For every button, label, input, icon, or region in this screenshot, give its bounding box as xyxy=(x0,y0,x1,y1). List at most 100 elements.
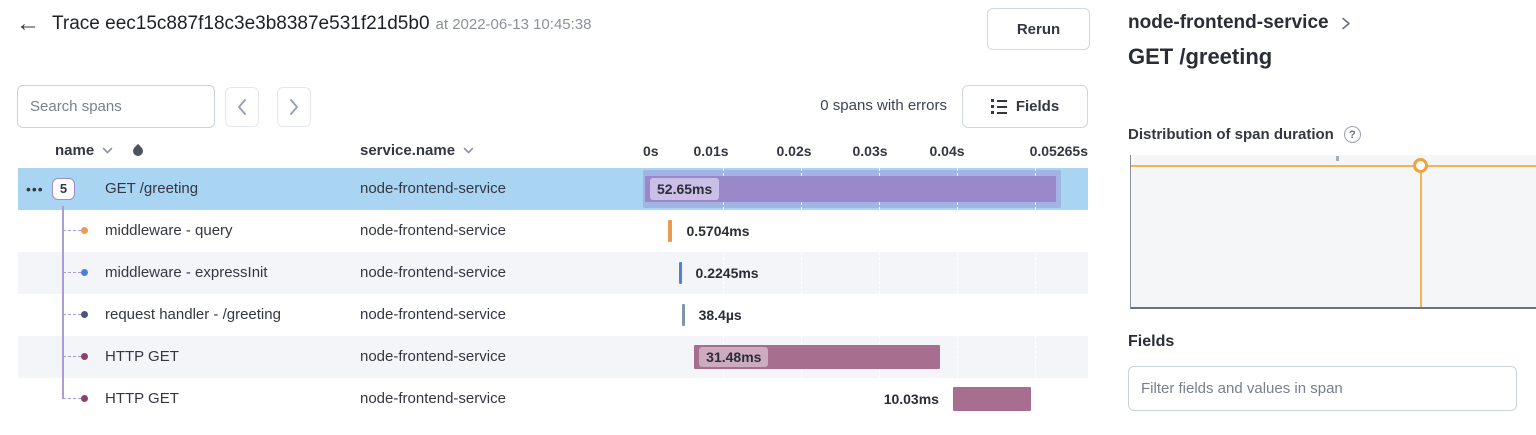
span-name: GET /greeting xyxy=(105,180,199,197)
timeline-gridline xyxy=(957,252,958,294)
timeline-tick: 0.02s xyxy=(776,143,812,159)
trace-timestamp: at 2022-06-13 10:45:38 xyxy=(435,16,592,33)
span-service: node-frontend-service xyxy=(360,390,506,407)
span-bar[interactable] xyxy=(682,304,685,326)
service-column-label: service.name xyxy=(360,142,456,159)
span-duration-label: 52.65ms xyxy=(650,178,720,200)
back-arrow-icon[interactable]: ← xyxy=(16,10,40,37)
timeline-gridline xyxy=(801,210,802,252)
span-row[interactable]: HTTP GET node-frontend-service 10.03ms xyxy=(18,378,1088,420)
tree-branch-line xyxy=(63,230,81,231)
name-column-header[interactable]: name xyxy=(55,142,146,159)
span-service: node-frontend-service xyxy=(360,222,506,239)
breadcrumb-service[interactable]: node-frontend-service xyxy=(1128,12,1329,33)
next-span-button[interactable] xyxy=(277,87,311,127)
waterfall-cell[interactable]: 38.4µs xyxy=(18,294,1088,336)
timeline-gridline xyxy=(801,294,802,336)
span-row[interactable]: HTTP GET node-frontend-service 31.48ms xyxy=(18,336,1088,378)
timeline-gridline xyxy=(879,210,880,252)
timeline-gridline xyxy=(1035,210,1036,252)
distribution-minor-tick xyxy=(1336,156,1339,161)
timeline-gridline xyxy=(879,252,880,294)
span-service: node-frontend-service xyxy=(360,264,506,281)
timeline-gridline xyxy=(879,294,880,336)
span-name: middleware - expressInit xyxy=(105,264,268,281)
tree-connector-line xyxy=(62,206,64,399)
timeline-gridline xyxy=(1035,378,1036,420)
span-name: HTTP GET xyxy=(105,390,179,407)
span-row[interactable]: middleware - query node-frontend-service… xyxy=(18,210,1088,252)
span-type-dot-icon xyxy=(81,269,88,276)
timeline-gridline xyxy=(723,378,724,420)
timeline-tick: 0.04s xyxy=(929,143,965,159)
page-title: Trace eec15c887f18c3e3b8387e531f21d5b0 at… xyxy=(52,13,591,35)
fields-button[interactable]: Fields xyxy=(962,85,1088,128)
chevron-right-icon xyxy=(290,99,298,115)
timeline-gridline xyxy=(801,378,802,420)
span-row[interactable]: middleware - expressInit node-frontend-s… xyxy=(18,252,1088,294)
timeline-gridline xyxy=(1035,294,1036,336)
span-type-dot-icon xyxy=(81,353,88,360)
span-row[interactable]: request handler - /greeting node-fronten… xyxy=(18,294,1088,336)
span-name: request handler - /greeting xyxy=(105,306,281,323)
span-row-selected[interactable]: ••• 5 GET /greeting node-frontend-servic… xyxy=(18,168,1088,210)
timeline-gridline xyxy=(801,252,802,294)
help-icon[interactable]: ? xyxy=(1343,126,1361,143)
span-bar[interactable] xyxy=(679,262,682,284)
child-count-badge[interactable]: 5 xyxy=(52,178,75,200)
span-duration-label: 0.2245ms xyxy=(695,265,759,281)
spans-error-count: 0 spans with errors xyxy=(820,97,947,114)
row-menu-icon[interactable]: ••• xyxy=(26,181,44,197)
tree-branch-line xyxy=(63,356,81,357)
fields-list-icon xyxy=(990,99,1007,114)
timeline-gridline xyxy=(957,294,958,336)
name-column-label: name xyxy=(55,142,95,159)
timeline-gridline xyxy=(723,252,724,294)
color-droplet-icon[interactable] xyxy=(131,143,146,159)
span-duration-distribution-chart[interactable] xyxy=(1130,155,1536,309)
waterfall-cell[interactable]: 0.5704ms xyxy=(18,210,1088,252)
breadcrumb[interactable]: node-frontend-service xyxy=(1128,12,1352,34)
timeline-gridline xyxy=(1035,336,1036,378)
rerun-button[interactable]: Rerun xyxy=(987,8,1090,50)
span-bar[interactable] xyxy=(952,387,1032,411)
span-bar[interactable]: 52.65ms xyxy=(645,176,1056,202)
span-bar[interactable]: 31.48ms xyxy=(694,345,940,369)
span-type-dot-icon xyxy=(81,227,88,234)
search-spans-input[interactable] xyxy=(17,85,215,128)
tree-branch-line xyxy=(63,272,81,273)
span-type-dot-icon xyxy=(81,311,88,318)
timeline-gridline xyxy=(723,294,724,336)
waterfall-cell[interactable]: 52.65ms xyxy=(18,168,1088,210)
chevron-down-icon[interactable] xyxy=(463,147,474,154)
service-column-header[interactable]: service.name xyxy=(360,142,474,159)
prev-span-button[interactable] xyxy=(225,87,259,127)
filter-fields-input[interactable] xyxy=(1128,366,1517,411)
timeline-tick: 0.03s xyxy=(852,143,888,159)
waterfall-cell[interactable]: 0.2245ms xyxy=(18,252,1088,294)
distribution-title: Distribution of span duration xyxy=(1128,126,1334,143)
distribution-section-label: Distribution of span duration ? xyxy=(1128,126,1361,143)
timeline-tick: 0.01s xyxy=(693,143,729,159)
chevron-left-icon xyxy=(238,99,246,115)
span-bar[interactable] xyxy=(668,220,673,242)
span-duration-label: 38.4µs xyxy=(698,307,742,323)
tree-branch-line xyxy=(63,398,81,399)
span-service: node-frontend-service xyxy=(360,180,506,197)
trace-title-text: Trace eec15c887f18c3e3b8387e531f21d5b0 xyxy=(52,13,430,34)
fields-section-title: Fields xyxy=(1128,333,1175,350)
span-duration-label: 10.03ms xyxy=(883,391,939,407)
span-service: node-frontend-service xyxy=(360,348,506,365)
waterfall-cell[interactable]: 31.48ms xyxy=(18,336,1088,378)
current-span-marker-line xyxy=(1420,165,1422,307)
selected-span-title: GET /greeting xyxy=(1128,44,1273,69)
timeline-tick: 0.05265s xyxy=(1029,143,1088,159)
chevron-down-icon[interactable] xyxy=(102,147,113,154)
timeline-tick: 0s xyxy=(643,143,659,159)
span-name: middleware - query xyxy=(105,222,233,239)
timeline-gridline xyxy=(1035,252,1036,294)
current-span-marker[interactable] xyxy=(1413,158,1428,173)
waterfall-cell[interactable]: 10.03ms xyxy=(18,378,1088,420)
breadcrumb-chevron-icon xyxy=(1341,17,1350,29)
